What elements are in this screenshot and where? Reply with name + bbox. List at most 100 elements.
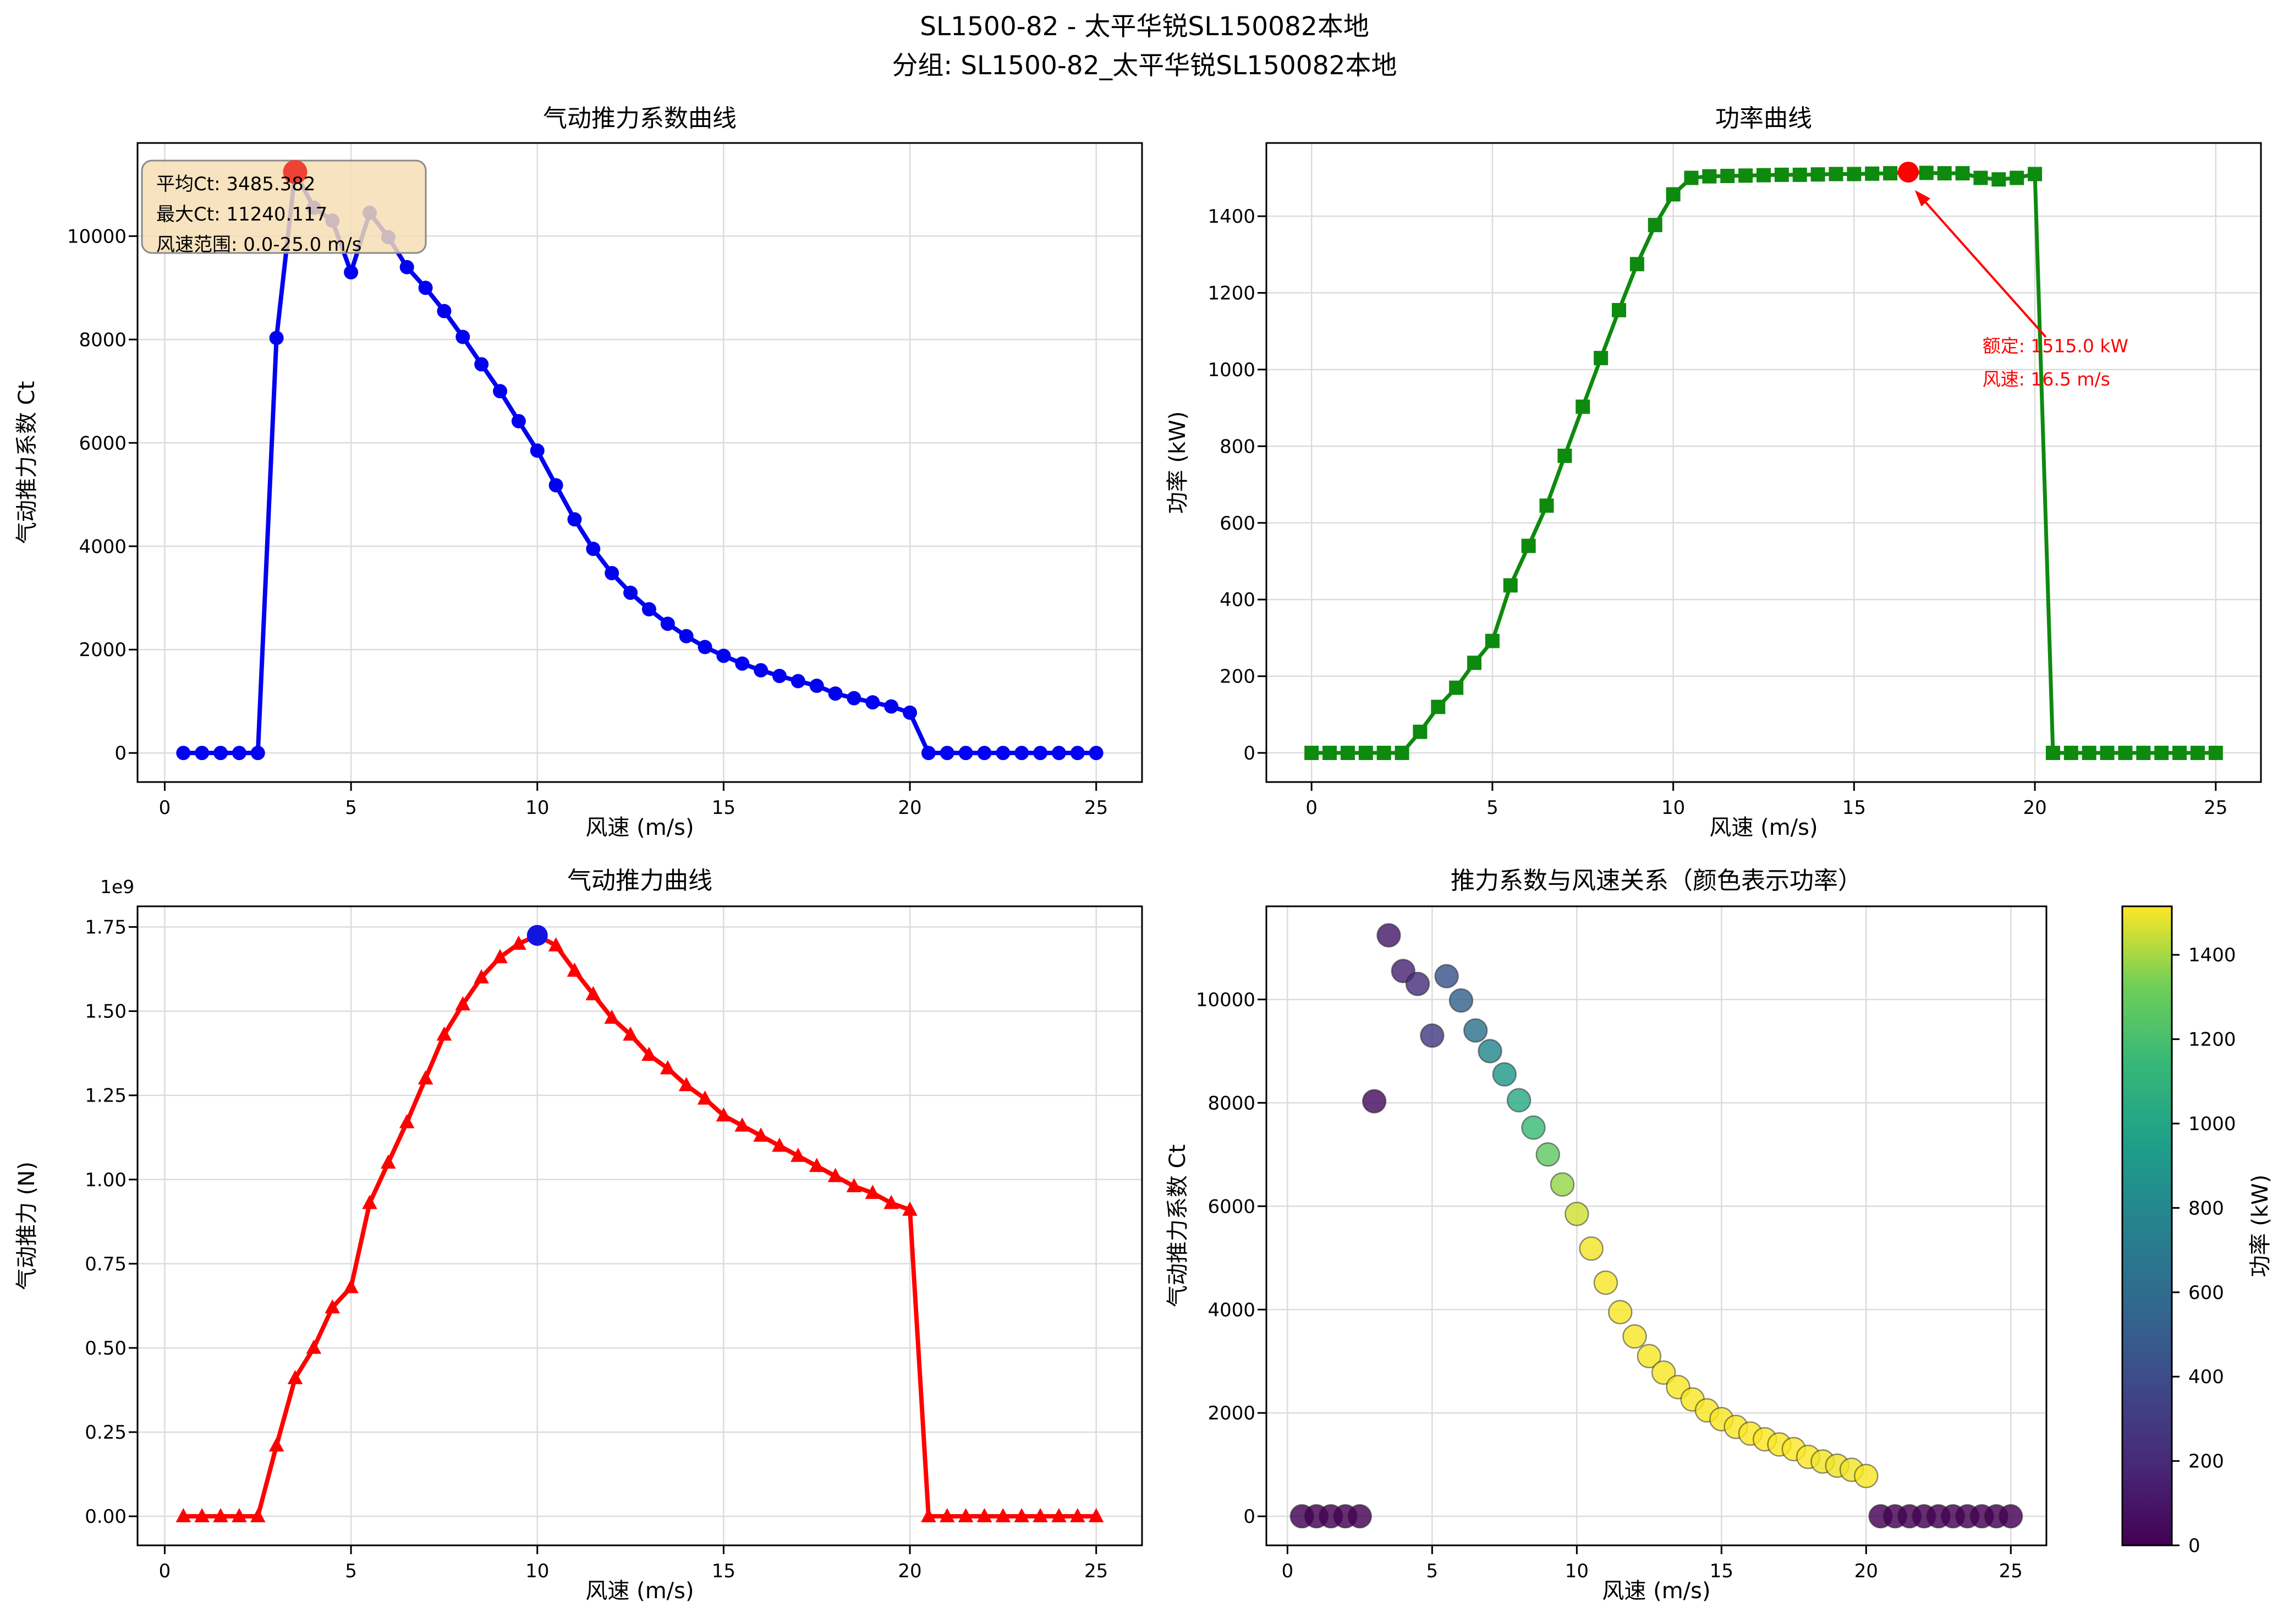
data-point xyxy=(1089,746,1104,761)
data-point xyxy=(1088,1508,1104,1522)
x-axis-label: 风速 (m/s) xyxy=(1602,1578,1710,1604)
data-point xyxy=(883,1194,899,1209)
data-point xyxy=(399,260,414,274)
chart-ct-vs-wind-scatter: 0 5 10 15 20 250200040006000800010000推力系数与风速关… xyxy=(1165,867,2273,1604)
data-point xyxy=(418,280,433,295)
data-point xyxy=(1051,1508,1067,1522)
y-tick-label: 0 xyxy=(1243,1506,1255,1528)
data-point xyxy=(698,640,712,654)
data-point xyxy=(939,1508,955,1522)
data-point xyxy=(828,686,843,701)
y-tick-label: 1000 xyxy=(1207,359,1255,381)
annotation-text: 风速: 16.5 m/s xyxy=(1983,368,2110,390)
data-point xyxy=(548,937,564,952)
data-point xyxy=(623,1026,638,1041)
data-point xyxy=(2028,167,2043,181)
data-point xyxy=(1865,166,1880,181)
data-point xyxy=(511,414,526,428)
data-point xyxy=(1070,1508,1085,1522)
data-point xyxy=(437,304,452,318)
data-point xyxy=(791,674,805,689)
data-point xyxy=(1738,168,1753,183)
data-point xyxy=(287,1370,303,1384)
data-point xyxy=(1702,169,1717,184)
data-point xyxy=(623,585,638,600)
x-tick-label: 5 xyxy=(1426,1560,1439,1582)
data-point xyxy=(1358,746,1373,761)
data-point xyxy=(325,1299,341,1314)
data-point xyxy=(1467,656,1482,670)
axis-ticks xyxy=(1258,998,2012,1554)
data-point xyxy=(2100,746,2115,761)
data-point xyxy=(492,949,508,964)
x-tick-label: 15 xyxy=(712,797,735,819)
data-point xyxy=(1854,1463,1879,1489)
data-point xyxy=(605,566,619,581)
axes-frame xyxy=(1265,905,2048,1546)
data-point xyxy=(1557,448,1572,463)
data-point xyxy=(865,1185,881,1199)
data-point xyxy=(268,1437,284,1452)
x-tick-label: 10 xyxy=(525,797,549,819)
data-point xyxy=(1608,1300,1633,1325)
data-point xyxy=(2045,746,2060,761)
data-point xyxy=(903,705,918,720)
data-point xyxy=(1883,166,1898,181)
data-point xyxy=(250,746,265,761)
y-tick-label: 0.50 xyxy=(85,1337,127,1359)
axis-ticks xyxy=(129,235,1097,791)
x-tick-label: 10 xyxy=(1661,797,1685,819)
data-point xyxy=(1521,538,1536,553)
data-point xyxy=(809,1158,825,1172)
data-point xyxy=(1405,971,1430,997)
figure-title-line1: SL1500-82 - 太平华锐SL150082本地 xyxy=(920,12,1369,42)
x-tick-label: 0 xyxy=(159,1560,171,1582)
data-point xyxy=(976,1508,992,1522)
data-point xyxy=(1014,1508,1030,1522)
x-tick-label: 25 xyxy=(2204,797,2227,819)
data-point xyxy=(1539,498,1554,513)
data-point xyxy=(567,512,582,527)
data-point xyxy=(1051,746,1066,761)
data-point xyxy=(772,1137,787,1152)
data-point xyxy=(455,996,471,1011)
data-point xyxy=(493,384,508,399)
y-tick-label: 800 xyxy=(1220,436,1255,458)
data-point xyxy=(399,1114,415,1128)
data-point xyxy=(1637,1344,1662,1369)
data-point xyxy=(921,746,936,761)
data-point xyxy=(660,1060,676,1075)
data-point xyxy=(2063,746,2078,761)
data-point xyxy=(213,746,228,761)
y-tick-label: 8000 xyxy=(79,329,127,351)
data-point xyxy=(1666,187,1681,202)
data-point xyxy=(660,616,675,631)
data-point xyxy=(232,1508,247,1522)
y-tick-label: 400 xyxy=(1220,589,1255,611)
data-point xyxy=(269,331,284,345)
x-axis-label: 风速 (m/s) xyxy=(585,815,694,840)
x-tick-label: 20 xyxy=(898,1560,921,1582)
data-point xyxy=(455,329,470,344)
y-tick-label: 1.75 xyxy=(85,917,127,939)
x-axis-label: 风速 (m/s) xyxy=(1709,815,1818,840)
data-point xyxy=(641,602,656,616)
data-point xyxy=(213,1508,228,1522)
data-point xyxy=(567,962,583,977)
data-point xyxy=(2208,746,2223,761)
axis-offset-label: 1e9 xyxy=(100,876,134,898)
data-point xyxy=(548,478,563,493)
data-point xyxy=(1629,257,1644,272)
data-point xyxy=(250,1508,266,1522)
colorbar-label: 功率 (kW) xyxy=(2248,1175,2273,1278)
x-tick-label: 15 xyxy=(1842,797,1866,819)
y-tick-label: 2000 xyxy=(79,639,127,661)
data-point xyxy=(232,746,246,761)
colorbar-tick-label: 200 xyxy=(2188,1451,2224,1473)
x-tick-label: 20 xyxy=(1854,1560,1878,1582)
x-tick-label: 5 xyxy=(1486,797,1498,819)
colorbar-tick-label: 1200 xyxy=(2188,1029,2236,1051)
data-point xyxy=(809,679,824,693)
x-tick-label: 10 xyxy=(1565,1560,1589,1582)
